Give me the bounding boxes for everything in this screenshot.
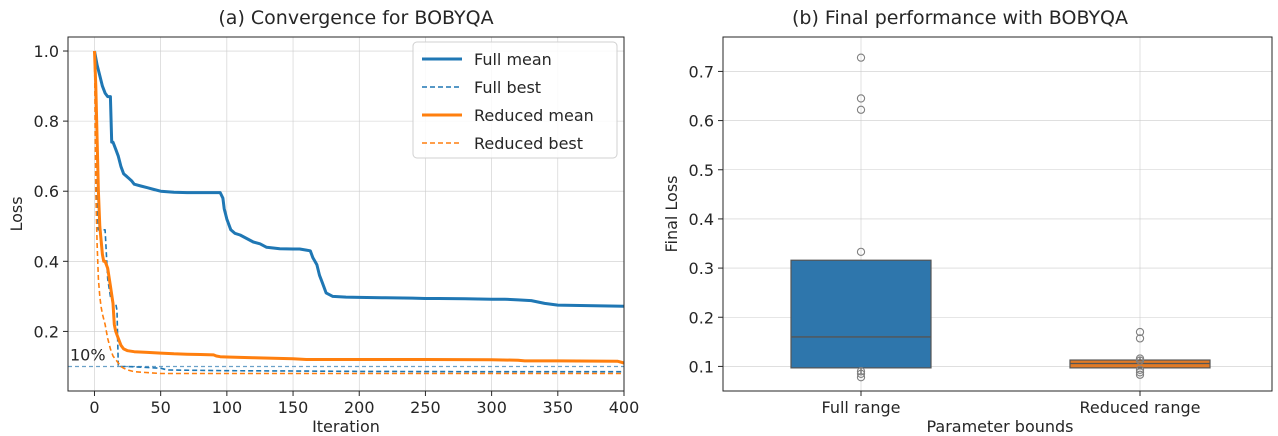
y-axis-label: Loss: [7, 196, 26, 231]
chart-title: (a) Convergence for BOBYQA: [218, 7, 493, 29]
y-tick-label: 0.4: [34, 252, 59, 271]
y-tick-label: 1.0: [34, 42, 59, 61]
y-tick-label: 0.2: [34, 322, 59, 341]
outlier-point: [856, 367, 866, 376]
plot-frame: [67, 36, 625, 392]
box-reduced-range: [1069, 327, 1211, 379]
outlier-point: [856, 105, 866, 114]
outlier-point: [1135, 368, 1145, 377]
plot-frame: [722, 36, 1273, 392]
x-tick-label: Full range: [822, 398, 901, 417]
legend: Full mean Full best Reduced mean Reduced be…: [412, 41, 618, 159]
outlier-point: [1135, 334, 1145, 343]
legend-entry: Full best: [474, 78, 541, 97]
y-tick-label: 0.4: [689, 210, 714, 229]
x-tick-label: 150: [278, 398, 309, 417]
outlier-point: [1135, 365, 1145, 375]
outlier-point: [1135, 327, 1145, 337]
outlier-point: [856, 369, 866, 378]
outlier-point: [1135, 356, 1145, 365]
x-tick-label: 400: [609, 398, 640, 417]
y-tick-label: 0.3: [689, 259, 714, 278]
legend-box: [412, 41, 618, 159]
y-axis-label: Final Loss: [662, 175, 681, 252]
x-tick-label: 250: [410, 398, 441, 417]
legend-entry: Full mean: [474, 50, 552, 69]
y-tick-label: 0.1: [689, 357, 714, 376]
box-body: [790, 259, 932, 369]
x-tick-label: 100: [212, 398, 243, 417]
x-tick-label: 350: [543, 398, 574, 417]
box-full-range: [790, 53, 932, 382]
y-tick-label: 0.7: [689, 62, 714, 81]
legend-entry: Reduced mean: [474, 106, 594, 125]
x-axis-label: Parameter bounds: [926, 417, 1073, 436]
chart-title: (b) Final performance with BOBYQA: [792, 7, 1128, 29]
series-line-full-best: [93, 50, 624, 373]
y-tick-label: 0.5: [689, 161, 714, 180]
y-tick-label: 0.2: [689, 308, 714, 327]
x-tick-label: 50: [150, 398, 170, 417]
outlier-point: [856, 247, 866, 257]
series-line-reduced-mean: [93, 50, 625, 365]
outlier-point: [856, 53, 866, 62]
y-tick-label: 0.6: [689, 112, 714, 131]
y-tick-label: 0.6: [34, 182, 59, 201]
outlier-point: [856, 94, 866, 103]
series-line-reduced-best: [93, 50, 624, 375]
x-tick-label: Reduced range: [1080, 398, 1201, 417]
convergence-panel: (a) Convergence for BOBYQA 10% 0 50 100 150…: [7, 7, 639, 436]
outlier-point: [856, 373, 866, 382]
y-tick-label: 0.8: [34, 112, 59, 131]
x-tick-label: 0: [89, 398, 99, 417]
outlier-point: [1135, 370, 1145, 379]
series-line-full-mean: [93, 50, 625, 308]
legend-entry: Reduced best: [474, 134, 583, 153]
x-tick-label: 300: [476, 398, 507, 417]
x-axis-label: Iteration: [312, 417, 380, 436]
x-tick-label: 200: [344, 398, 375, 417]
final-performance-panel: (b) Final performance with BOBYQA 0.1 0.2…: [662, 7, 1273, 436]
ten-percent-annotation: 10%: [70, 345, 106, 364]
